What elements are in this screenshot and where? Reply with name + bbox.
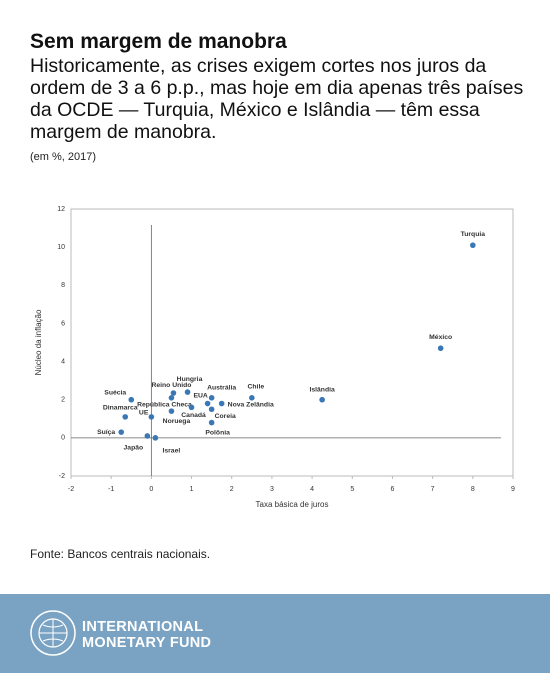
x-tick-label: 7	[431, 486, 435, 493]
plot-frame	[70, 208, 514, 477]
x-tick-label: 9	[511, 486, 515, 493]
point	[208, 419, 215, 426]
point-label: República Checa	[137, 402, 192, 409]
point-label: Suécia	[104, 390, 126, 397]
point	[184, 389, 191, 395]
y-tick-label: -2	[59, 473, 65, 480]
point	[319, 396, 325, 403]
point	[249, 395, 255, 401]
y-tick-label: 4	[61, 358, 65, 365]
x-axis-label: Taxa básica de juros	[256, 500, 329, 509]
x-tick-label: -2	[68, 486, 74, 493]
point	[152, 435, 159, 441]
x-tick-label: 8	[471, 486, 475, 493]
unit-note: (em %, 2017)	[30, 151, 97, 163]
org-line: MONETARY FUND	[82, 635, 212, 651]
y-tick-label: 0	[61, 435, 65, 442]
point-label: Chile	[248, 384, 265, 391]
point-label: Dinamarca	[103, 405, 138, 412]
point	[204, 400, 211, 407]
point-label: Coreia	[215, 413, 236, 420]
point	[218, 400, 225, 407]
source-note: Fonte: Bancos centrais nacionais.	[30, 547, 211, 561]
point	[128, 396, 135, 403]
point	[188, 404, 195, 411]
chart-title: Sem margem de manobra	[30, 30, 287, 53]
point	[148, 414, 155, 420]
point	[144, 433, 151, 439]
point-label: Turquia	[461, 231, 486, 238]
x-tick-label: -1	[108, 486, 114, 493]
point-label: Japão	[124, 445, 144, 452]
org-name: INTERNATIONAL MONETARY FUND	[82, 619, 211, 651]
y-tick-label: 6	[61, 320, 65, 327]
point	[168, 408, 175, 414]
point-label: Islândia	[309, 387, 335, 394]
point	[470, 242, 476, 249]
y-axis-label: Núcleo da inflação	[34, 309, 43, 375]
y-tick-label: 8	[61, 282, 65, 289]
point-label: Austrália	[207, 385, 236, 392]
point-label: Reino Unido	[151, 382, 191, 389]
x-tick-label: 0	[149, 486, 153, 493]
point	[437, 345, 444, 352]
x-tick-label: 4	[310, 486, 314, 493]
point-label: UE	[139, 410, 149, 417]
x-tick-label: 6	[391, 486, 395, 493]
y-tick-label: 12	[57, 206, 65, 213]
x-tick-label: 5	[350, 486, 354, 493]
y-tick-label: 10	[57, 244, 65, 251]
point	[168, 395, 175, 401]
point	[208, 406, 215, 413]
x-tick-label: 1	[190, 486, 194, 493]
x-tick-label: 3	[270, 486, 274, 493]
point-label: Canadá	[181, 412, 206, 419]
point	[170, 390, 177, 396]
point	[118, 429, 125, 435]
point-label: México	[429, 334, 452, 341]
point-label: EUA	[193, 392, 207, 399]
point-label: Hungria	[177, 376, 203, 383]
point-label: Noruega	[163, 418, 191, 425]
point-label: Suíça	[97, 429, 115, 436]
imf-logo	[30, 610, 76, 656]
x-tick-label: 2	[230, 486, 234, 493]
chart-subtitle: Historicamente, as crises exigem cortes …	[30, 55, 524, 143]
point	[122, 414, 129, 420]
point-label: Israel	[162, 448, 180, 455]
y-tick-label: 2	[61, 397, 65, 404]
org-line: INTERNATIONAL	[82, 619, 204, 635]
point-label: Nova Zelândia	[228, 401, 274, 408]
point	[208, 395, 215, 401]
point-label: Polônia	[205, 429, 230, 436]
footer: INTERNATIONAL MONETARY FUND	[0, 594, 550, 673]
